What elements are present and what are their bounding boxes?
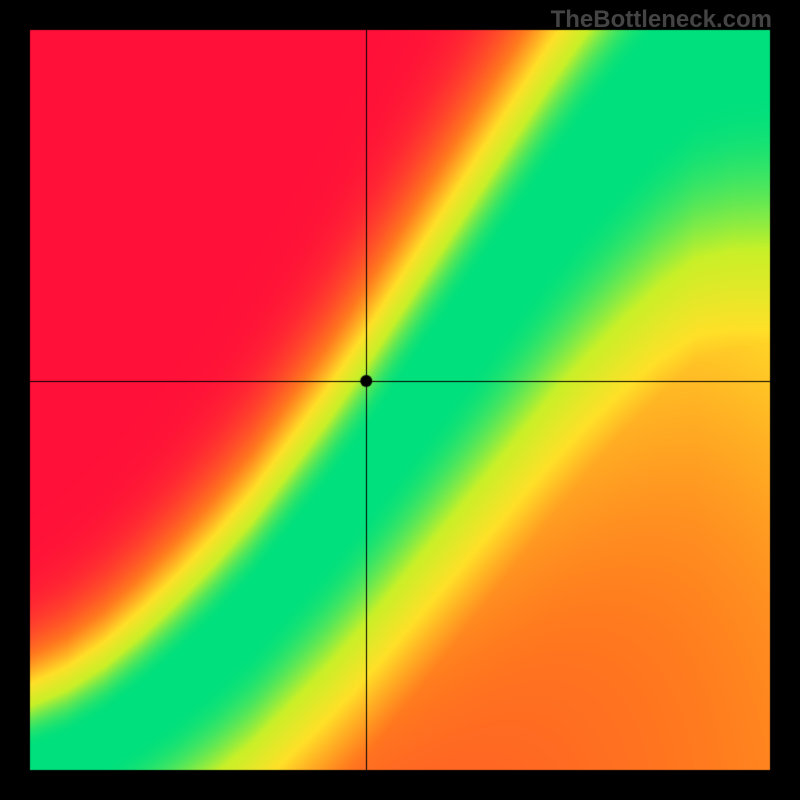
bottleneck-heatmap [0, 0, 800, 800]
watermark-text: TheBottleneck.com [551, 6, 772, 34]
